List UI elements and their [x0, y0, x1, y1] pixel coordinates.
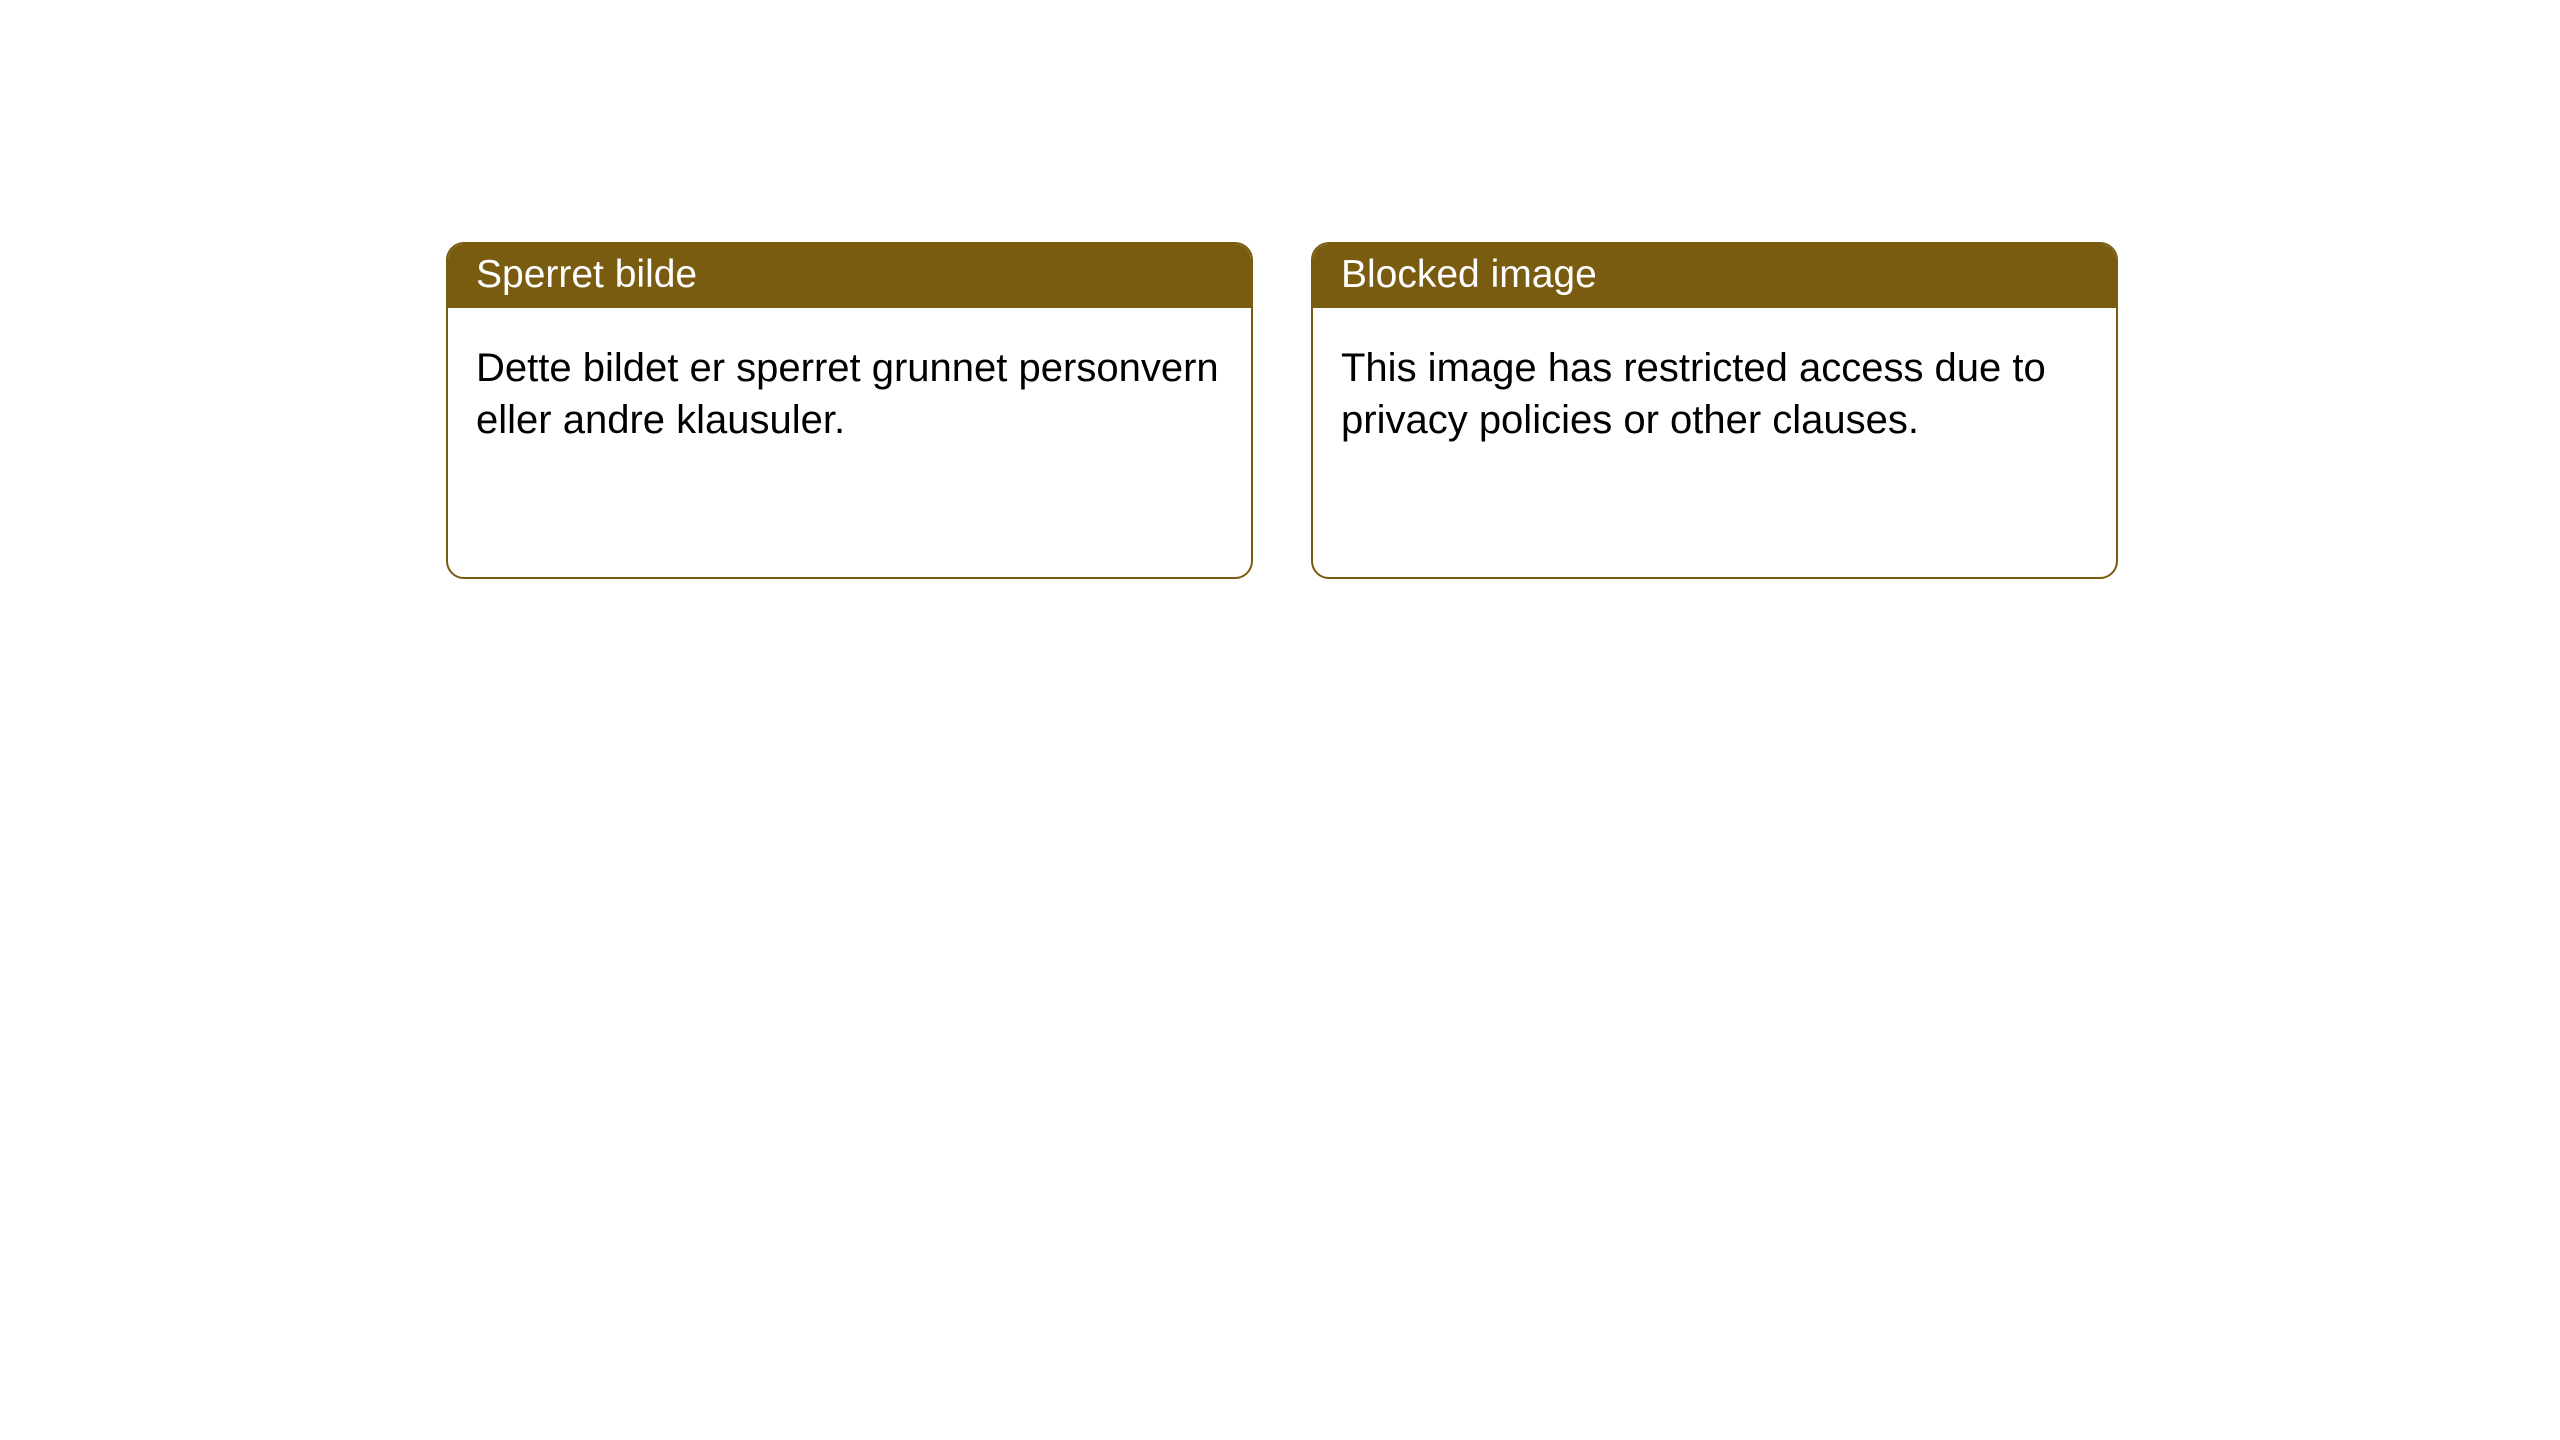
card-body-text: Dette bildet er sperret grunnet personve… — [476, 346, 1219, 442]
card-container: Sperret bilde Dette bildet er sperret gr… — [0, 0, 2560, 579]
card-body: Dette bildet er sperret grunnet personve… — [448, 308, 1251, 474]
card-title: Sperret bilde — [476, 253, 697, 296]
blocked-image-card-en: Blocked image This image has restricted … — [1311, 242, 2118, 579]
card-body: This image has restricted access due to … — [1313, 308, 2116, 474]
card-header: Sperret bilde — [448, 244, 1251, 308]
card-title: Blocked image — [1341, 253, 1597, 296]
card-header: Blocked image — [1313, 244, 2116, 308]
card-body-text: This image has restricted access due to … — [1341, 346, 2046, 442]
blocked-image-card-no: Sperret bilde Dette bildet er sperret gr… — [446, 242, 1253, 579]
